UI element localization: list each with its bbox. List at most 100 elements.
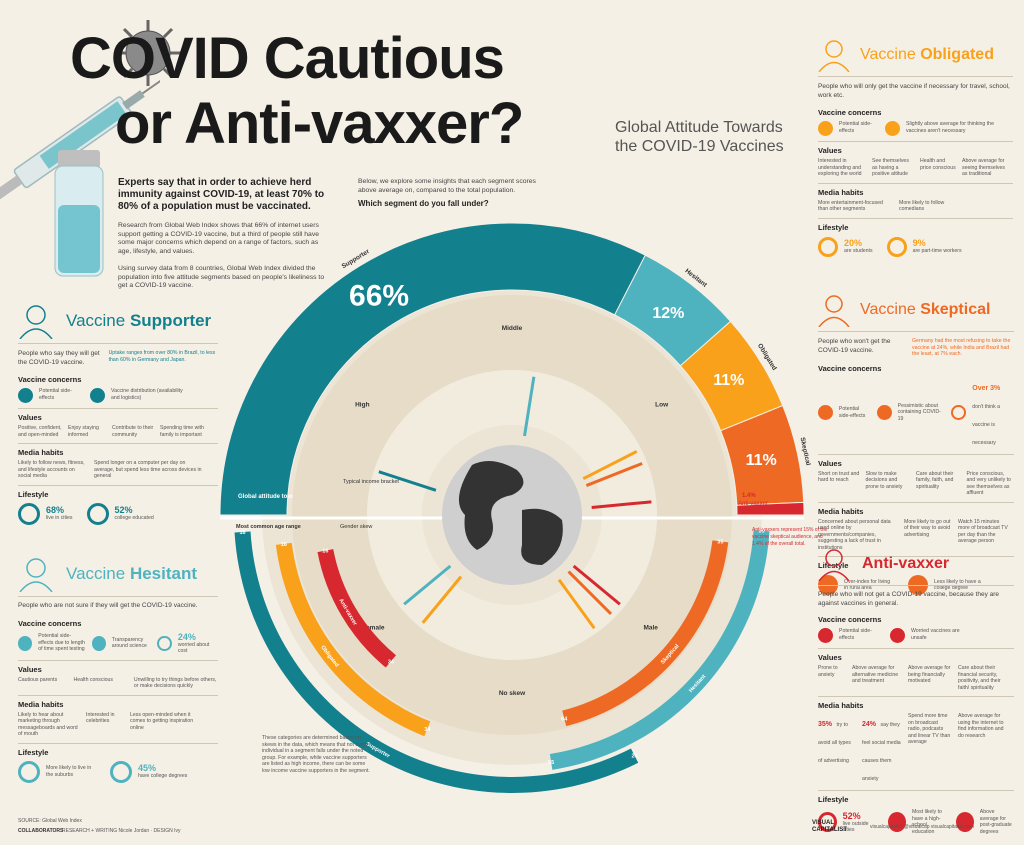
person-icon [19,305,53,339]
age-arc-anti-vaxxer [317,549,396,668]
syringe-vial-illustration [0,52,160,277]
supporter-value: Positive, confident, and open-minded [18,425,62,438]
intro-p1: Research from Global Web Index shows tha… [118,222,319,255]
age-to-label: 64 [561,716,568,722]
skeptical-panel: Vaccine Skeptical People who won't get t… [818,293,1014,595]
supporter-life-text: college educated [114,515,154,522]
anti-concern: Worried vaccines are unsafe [911,628,960,641]
supporter-media-heading: Media habits [18,448,64,457]
obligated-value: Interested in understanding and explorin… [818,158,862,177]
title-line-1: COVID Cautious [70,26,505,91]
hesitant-concern-pct: 24% [177,631,196,642]
age-to-label: 34 [388,659,395,665]
obligated-media: More likely to follow comedians [899,199,945,213]
obligated-value: Above average for seeing themselves as t… [962,158,1005,177]
footer-collab-names: RESEARCH + WRITING Nicole Jordan · DESIG… [62,828,181,834]
age-arc-skeptical [562,540,729,727]
anti-life-pct: 52% [842,810,861,821]
supporter-value: Enjoy staying informed [68,425,99,438]
obligated-concern: Potential side-effects [839,121,872,134]
gender-label: Male [643,625,658,632]
science-icon [91,635,106,651]
hesitant-concern-pct-text: worried about cost [177,641,210,655]
obligated-lifestyle-heading: Lifestyle [818,222,849,232]
hesitant-panel: Vaccine Hesitant People who are not sure… [18,556,218,783]
intro-question: Which segment do you fall under? [358,199,489,208]
anti-note-line: Anti-vaxxers represent 15% of the [752,527,828,533]
supporter-life-pct: 68% [46,505,65,516]
segment-arc-supporter [219,222,646,516]
indicator-needle [523,376,536,437]
supporter-value: Contribute to their community [112,425,154,438]
age-from-label: 16 [239,530,245,536]
globe-continent [521,508,563,565]
obligated-panel: Vaccine Obligated People who will only g… [818,38,1013,257]
anti-value: Care about their financial security, pos… [958,665,1001,691]
student-icon [818,236,838,257]
anti-media-text: say they feel social media causes them a… [862,722,901,782]
hesitant-title-bold: Hesitant [129,564,198,583]
skeptical-value: Price conscious, and very unlikely to se… [966,470,1011,497]
indicator-needle [591,500,652,509]
obligated-concerns-heading: Vaccine concerns [818,108,882,117]
hesitant-lifestyle-heading: Lifestyle [18,747,49,757]
supporter-lifestyle-heading: Lifestyle [18,489,49,499]
skeptical-title-pre: Vaccine [860,301,921,318]
obligated-media-heading: Media habits [818,187,864,197]
globe-continent [458,461,524,550]
hesitant-media: Less open-minded when it comes to gettin… [130,711,194,731]
intro-lead: Experts say that in order to achieve her… [118,177,325,212]
supporter-title-bold: Supporter [129,311,212,330]
income-inner-ring [367,370,657,515]
supporter-desc: People who say they will get the COVID-1… [18,350,100,366]
supporter-life-text: live in cities [46,515,73,522]
hesitant-life-text: have college degrees [138,773,188,780]
city-icon [18,502,40,525]
obligated-concern: Slightly above average for thinking the … [906,121,994,134]
graduation-icon [110,760,132,783]
obligated-desc: People who will only get the vaccine if … [818,83,1010,99]
hesitant-media: Interested in celebrities [86,711,115,725]
gender-label: No skew [499,690,526,697]
anti-life-text: Above average for post-graduate degrees [979,809,1012,835]
distribution-icon [90,388,105,403]
segment-pct-label: 11% [746,452,777,469]
age-arc-obligated [275,542,431,737]
virus-icon [876,405,892,420]
income-ring [292,295,732,515]
gender-ring [292,515,732,735]
worker-icon [886,236,907,257]
obligated-title-bold: Obligated [920,46,994,63]
house-icon [18,760,40,783]
globe [442,445,582,585]
obligated-life-pct: 9% [912,238,926,249]
hesitant-concern: Potential side-effects due to length of … [38,633,85,653]
anti-media-text: Spend more time on broadcast radio, podc… [908,713,951,745]
not-necessary-icon [885,121,900,136]
age-from-label: 16 [281,542,287,548]
gender-inner-ring [367,515,657,660]
subtitle: Global Attitude Towards the COVID-19 Vac… [615,119,784,155]
income-label: Low [655,401,669,408]
hesitant-concern: Transparency around science [111,636,147,650]
anti-value: Above average for being financially moti… [908,665,951,684]
hesitant-title-pre: Vaccine [66,564,130,583]
graduation-icon [86,502,109,525]
supporter-concern: Vaccine distribution (availability and l… [111,388,183,401]
person-icon [818,295,850,327]
skeptical-media: Watch 15 minutes more of broadcast TV pe… [958,518,1008,545]
obligated-value: See themselves as having a positive atti… [872,158,909,177]
age-to-label: 24 [632,754,639,760]
side-effects-icon [18,388,33,403]
gender-label: Female [362,625,385,632]
skeptical-concern-pct: Over 3% [972,384,1001,392]
skeptical-concern: Pessimistic about containing COVID-19 [897,402,941,422]
hesitant-value: Health conscious [73,676,113,683]
person-icon [818,40,850,72]
age-arc-hesitant [549,530,770,770]
anti-life-text: Most likely to have a high-school educat… [911,809,942,835]
age-from-label: 35 [717,539,723,545]
person-icon [818,549,850,581]
anti-life-text: live outside cities [842,820,869,834]
